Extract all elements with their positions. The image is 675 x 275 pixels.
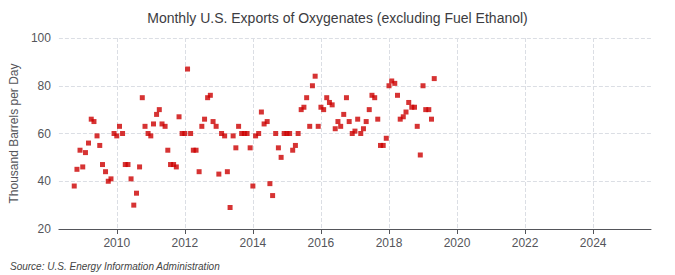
svg-text:2014: 2014 (240, 236, 267, 250)
svg-text:2024: 2024 (580, 236, 607, 250)
svg-text:Thousand Barrels per Day: Thousand Barrels per Day (7, 63, 21, 203)
svg-text:60: 60 (38, 127, 52, 141)
svg-text:80: 80 (38, 79, 52, 93)
svg-text:2022: 2022 (512, 236, 539, 250)
svg-text:20: 20 (38, 222, 52, 236)
svg-text:2018: 2018 (376, 236, 403, 250)
svg-text:2016: 2016 (308, 236, 335, 250)
svg-text:Source: U.S. Energy Informatio: Source: U.S. Energy Information Administ… (10, 261, 220, 272)
svg-text:2012: 2012 (171, 236, 198, 250)
svg-text:2020: 2020 (444, 236, 471, 250)
svg-text:Monthly U.S. Exports of Oxygen: Monthly U.S. Exports of Oxygenates (excl… (147, 10, 528, 26)
svg-text:40: 40 (38, 174, 52, 188)
svg-text:100: 100 (31, 31, 51, 45)
svg-text:2010: 2010 (103, 236, 130, 250)
